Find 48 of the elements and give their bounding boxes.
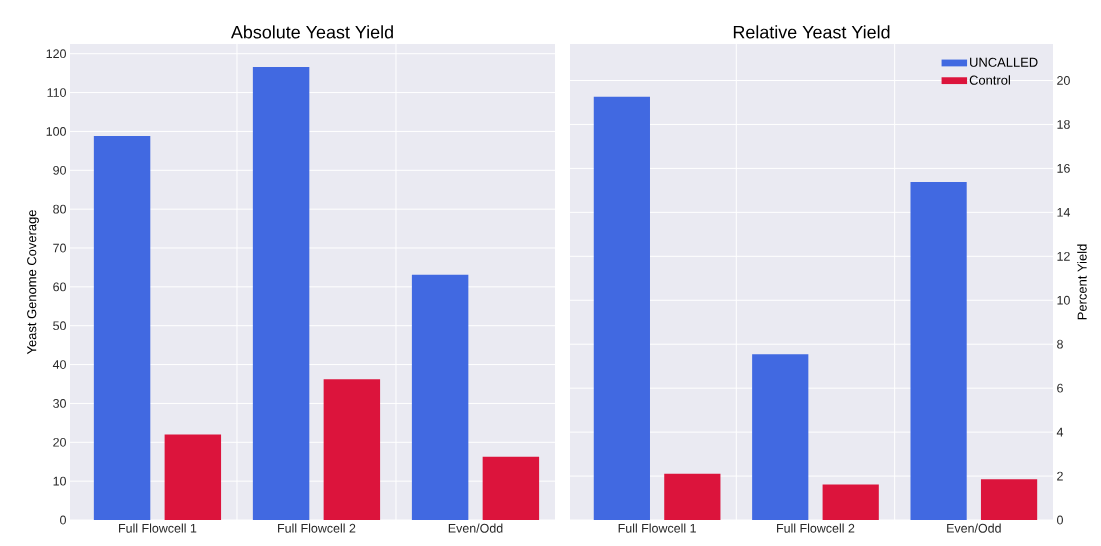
legend-label: Control <box>969 75 1010 85</box>
y-tick-label: 20 <box>53 437 66 447</box>
bar <box>664 473 721 520</box>
x-tick-label: Full Flowcell 1 <box>618 523 696 533</box>
y-tick-label: 8 <box>1057 339 1063 349</box>
y-tick-label: 0 <box>60 515 66 525</box>
y-tick-label: 10 <box>1057 295 1070 305</box>
bar <box>752 354 809 520</box>
bar <box>980 479 1038 520</box>
y-tick-label: 16 <box>1057 163 1070 173</box>
bar <box>822 484 879 520</box>
bar <box>93 136 151 520</box>
y-tick-label: 30 <box>53 399 66 408</box>
y-tick-label: 14 <box>1057 208 1071 217</box>
y-tick-label: 90 <box>53 165 66 175</box>
bar <box>164 434 222 520</box>
y-tick-label: 120 <box>46 49 66 59</box>
x-tick-label: Full Flowcell 2 <box>278 523 356 533</box>
bar <box>323 379 381 520</box>
y-tick-label: 50 <box>53 321 66 331</box>
y-tick-label: 20 <box>1057 76 1070 85</box>
x-tick-label: Even/Odd <box>448 523 503 533</box>
y-tick-label: 18 <box>1057 120 1070 129</box>
y-tick-label: 40 <box>52 360 66 369</box>
y-tick-label: 80 <box>53 204 66 214</box>
bar <box>910 182 967 520</box>
y-tick-label: 6 <box>1057 383 1063 393</box>
y-tick-label: 10 <box>53 476 66 486</box>
y-axis-title: Yeast Genome Coverage <box>27 210 39 355</box>
bar <box>593 96 650 520</box>
bar <box>482 456 540 520</box>
legend-label: UNCALLED <box>970 57 1038 67</box>
y-axis-title: Percent Yield <box>1077 244 1087 320</box>
chart-title: Relative Yeast Yield <box>733 25 890 39</box>
chart-title: Absolute Yeast Yield <box>230 25 393 39</box>
y-tick-label: 60 <box>53 282 66 292</box>
y-tick-label: 100 <box>46 127 66 136</box>
y-tick-label: 70 <box>53 243 66 253</box>
x-tick-label: Full Flowcell 2 <box>777 523 855 533</box>
y-tick-label: 4 <box>1056 427 1064 437</box>
bar <box>411 274 469 520</box>
y-tick-label: 0 <box>1057 515 1063 525</box>
y-tick-label: 12 <box>1057 251 1070 261</box>
y-tick-label: 2 <box>1057 471 1063 481</box>
bar <box>252 66 310 520</box>
y-tick-label: 110 <box>47 88 66 97</box>
x-tick-label: Even/Odd <box>947 523 1001 533</box>
x-tick-label: Full Flowcell 1 <box>119 523 197 533</box>
